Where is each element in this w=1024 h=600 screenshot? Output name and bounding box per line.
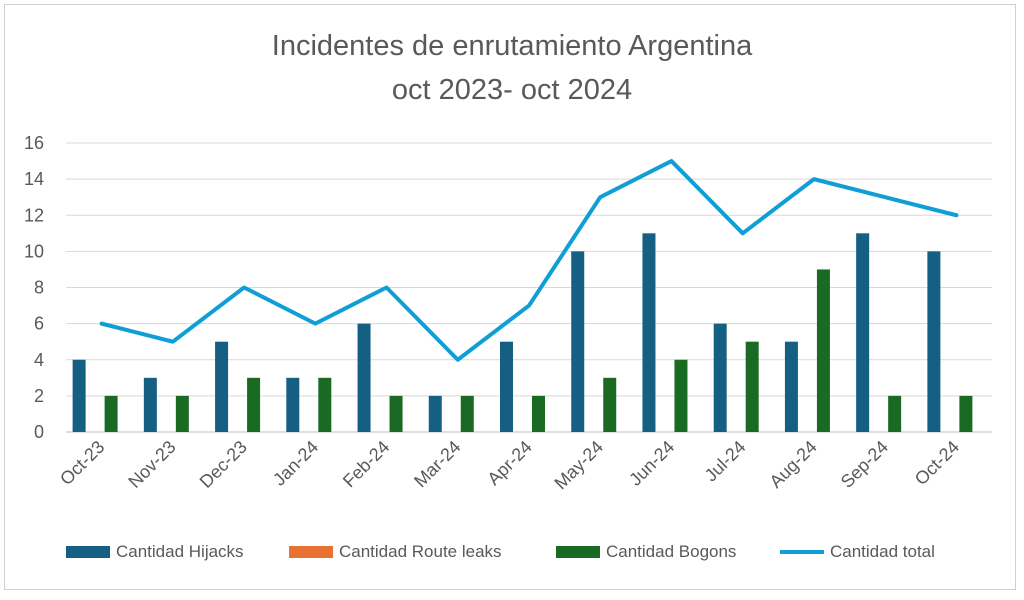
- bar-cantidad-bogons-nov-23: [175, 395, 189, 432]
- bar-cantidad-bogons-jul-24: [745, 341, 759, 432]
- legend-label-route-leaks: Cantidad Route leaks: [339, 542, 502, 561]
- x-tick-label: Sep-24: [837, 437, 892, 492]
- bar-cantidad-hijacks-feb-24: [357, 323, 371, 432]
- x-tick-label: Jan-24: [269, 437, 322, 490]
- legend-swatch-bogons: [556, 546, 600, 558]
- y-tick-label: 12: [24, 205, 44, 225]
- y-tick-label: 8: [34, 278, 44, 298]
- legend-label-hijacks: Cantidad Hijacks: [116, 542, 244, 561]
- legend-swatch-total: [780, 550, 824, 554]
- x-tick-label: Aug-24: [766, 437, 821, 492]
- bar-cantidad-hijacks-mar-24: [428, 395, 442, 432]
- y-tick-label: 10: [24, 241, 44, 261]
- x-tick-label: Oct-23: [56, 437, 108, 489]
- x-tick-label: Mar-24: [410, 437, 464, 491]
- bar-cantidad-hijacks-may-24: [571, 251, 585, 432]
- bar-cantidad-hijacks-dec-23: [215, 341, 229, 432]
- bar-cantidad-bogons-jan-24: [318, 377, 332, 432]
- legend-label-total: Cantidad total: [830, 542, 935, 561]
- y-tick-label: 2: [34, 386, 44, 406]
- bar-cantidad-bogons-oct-24: [959, 395, 973, 432]
- y-tick-label: 0: [34, 422, 44, 442]
- legend-item-route-leaks: Cantidad Route leaks: [289, 540, 502, 564]
- bar-cantidad-hijacks-apr-24: [500, 341, 513, 432]
- bar-cantidad-bogons-dec-23: [247, 377, 261, 432]
- bar-cantidad-bogons-sep-24: [888, 395, 902, 432]
- x-tick-label: Feb-24: [339, 437, 393, 491]
- bar-cantidad-hijacks-jan-24: [286, 377, 300, 432]
- bar-cantidad-hijacks-jun-24: [642, 233, 656, 432]
- x-tick-label: Nov-23: [124, 437, 179, 492]
- legend-item-bogons: Cantidad Bogons: [556, 540, 736, 564]
- line-cantidad-total: [99, 159, 959, 362]
- bar-cantidad-bogons-may-24: [603, 377, 617, 432]
- x-tick-label: May-24: [550, 437, 607, 494]
- legend-swatch-route-leaks: [289, 546, 333, 558]
- chart-legend: Cantidad Hijacks Cantidad Route leaks Ca…: [0, 540, 1024, 564]
- bar-cantidad-hijacks-oct-24: [927, 251, 941, 432]
- legend-item-hijacks: Cantidad Hijacks: [66, 540, 244, 564]
- bar-cantidad-bogons-mar-24: [460, 395, 474, 432]
- x-tick-label: Apr-24: [483, 437, 535, 489]
- bar-cantidad-bogons-feb-24: [389, 395, 403, 432]
- x-tick-label: Oct-24: [911, 437, 963, 489]
- legend-item-total: Cantidad total: [780, 540, 935, 564]
- bar-cantidad-hijacks-nov-23: [143, 377, 157, 432]
- y-tick-label: 4: [34, 350, 44, 370]
- x-tick-label: Dec-23: [196, 437, 251, 492]
- legend-swatch-hijacks: [66, 546, 110, 558]
- x-tick-label: Jul-24: [701, 437, 750, 486]
- y-tick-label: 16: [24, 133, 44, 153]
- chart-frame: [4, 4, 1016, 590]
- bar-cantidad-hijacks-oct-23: [72, 359, 86, 432]
- y-tick-label: 6: [34, 314, 44, 334]
- bar-cantidad-bogons-apr-24: [532, 395, 545, 432]
- chart-title: Incidentes de enrutamiento Argentina: [271, 30, 753, 62]
- bar-cantidad-hijacks-jul-24: [713, 323, 727, 432]
- x-tick-label: Jun-24: [625, 437, 678, 490]
- chart-subtitle: oct 2023- oct 2024: [391, 74, 633, 106]
- legend-label-bogons: Cantidad Bogons: [606, 542, 737, 561]
- bar-cantidad-bogons-aug-24: [816, 269, 830, 432]
- bar-cantidad-bogons-oct-23: [104, 395, 118, 432]
- y-tick-label: 14: [24, 169, 44, 189]
- bar-cantidad-hijacks-aug-24: [784, 341, 798, 432]
- bar-cantidad-hijacks-sep-24: [856, 233, 870, 432]
- bar-cantidad-bogons-jun-24: [674, 359, 688, 432]
